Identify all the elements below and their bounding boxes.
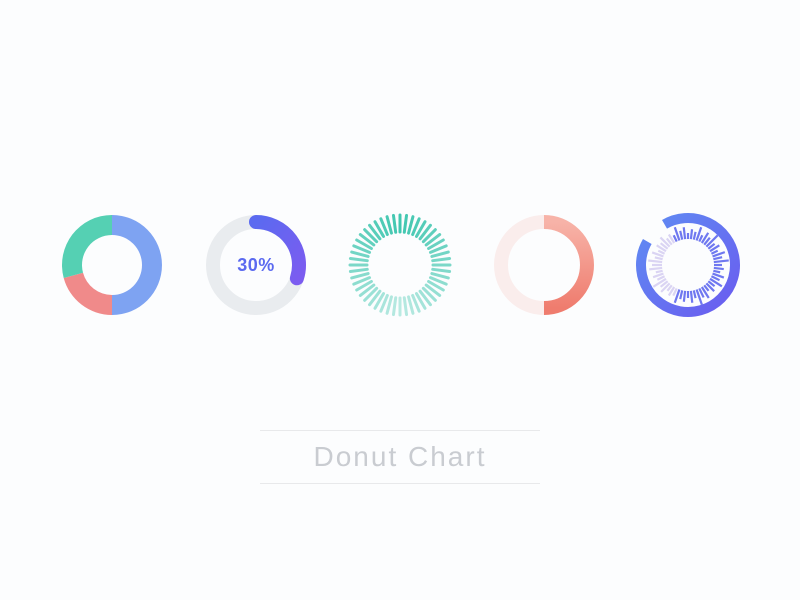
- page-title: Donut Chart: [314, 431, 487, 483]
- chart-radial-variable: [633, 210, 743, 320]
- progress-label: 30%: [201, 210, 311, 320]
- chart-segmented-donut: [57, 210, 167, 320]
- chart-radial-ticks: [345, 210, 455, 320]
- chart-progress-donut: 30%: [201, 210, 311, 320]
- charts-row: 30%: [0, 210, 800, 320]
- title-rule-bottom: [260, 483, 540, 484]
- chart-gradient-ring: [489, 210, 599, 320]
- title-block: Donut Chart: [0, 430, 800, 484]
